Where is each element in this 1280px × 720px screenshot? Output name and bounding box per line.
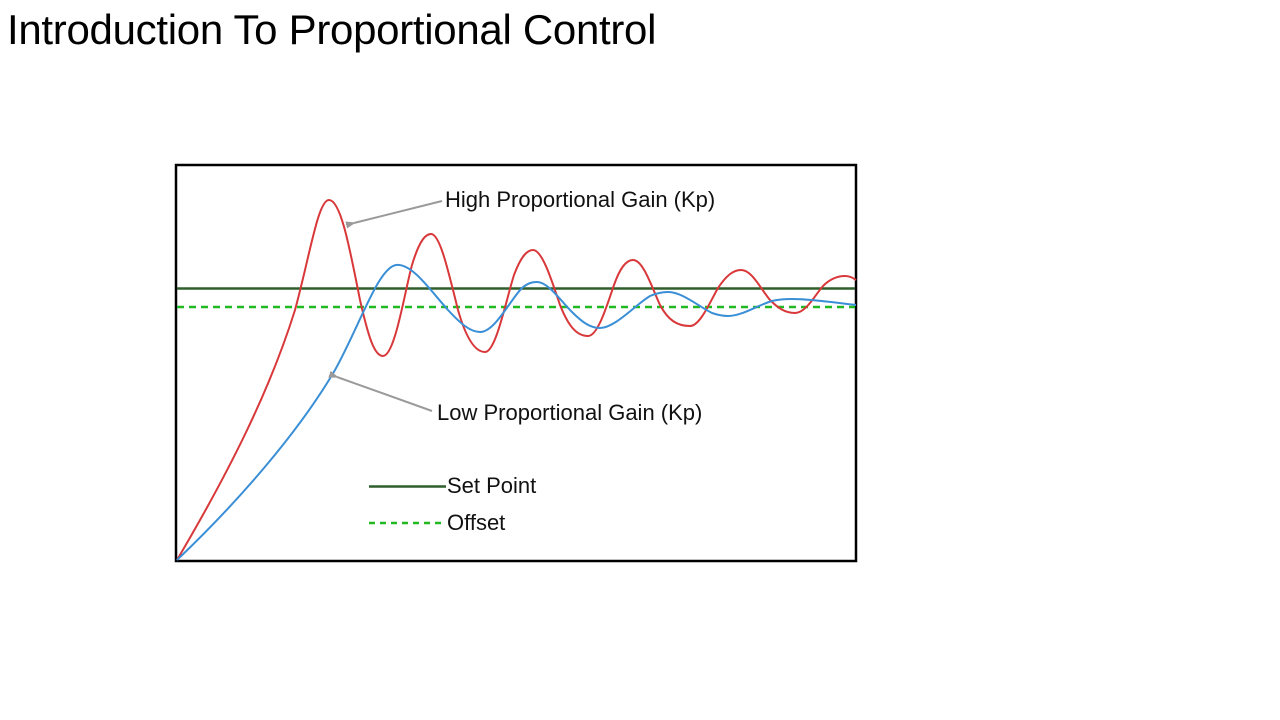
legend-set-point-label: Set Point: [447, 473, 537, 498]
low-gain-arrow: [337, 377, 433, 412]
high-gain-curve: [176, 198, 857, 561]
chart-frame: [174, 163, 858, 563]
high-gain-arrow: [354, 200, 443, 223]
page-title: Introduction To Proportional Control: [7, 6, 657, 53]
high-gain-label: High Proportional Gain (Kp): [445, 187, 716, 212]
low-gain-label: Low Proportional Gain (Kp): [437, 400, 703, 425]
legend-offset-label: Offset: [447, 510, 506, 535]
low-gain-curve: [176, 263, 857, 561]
